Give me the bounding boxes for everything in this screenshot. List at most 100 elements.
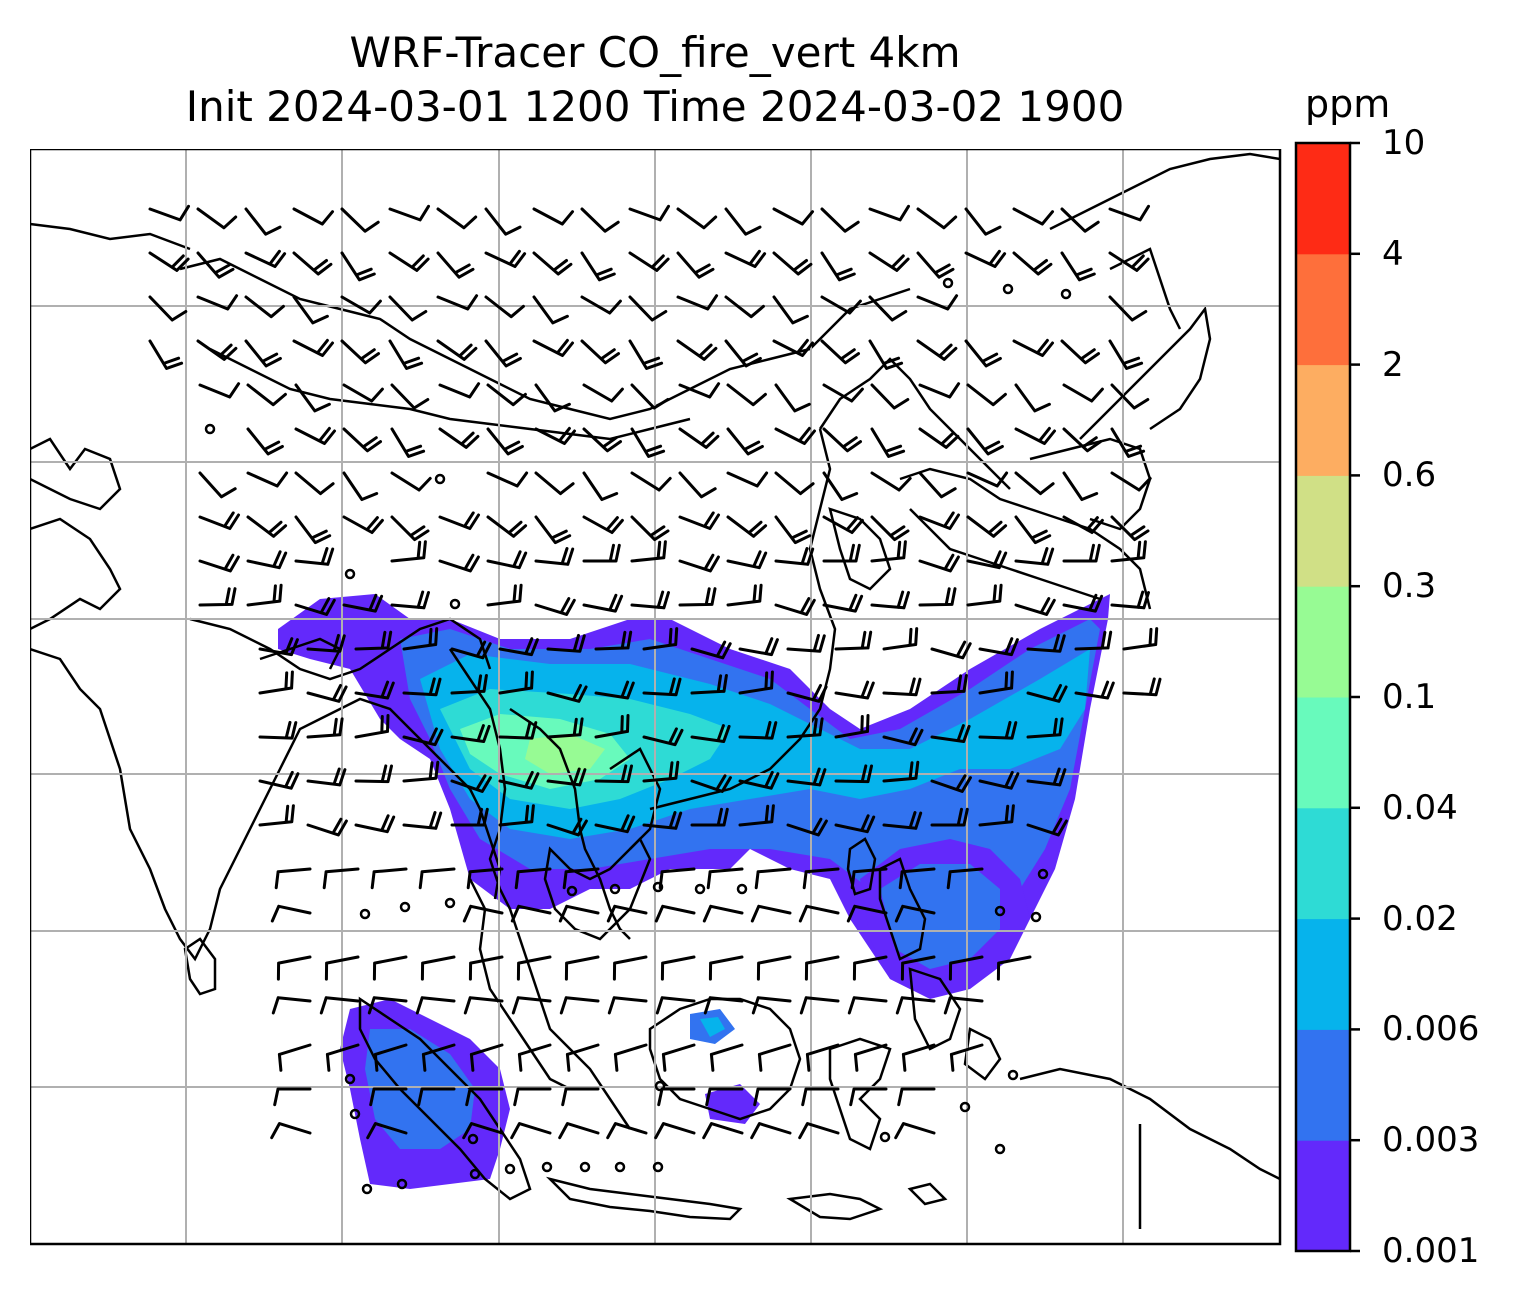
wind-barb <box>943 996 984 1015</box>
wind-barb <box>580 207 620 233</box>
wind-barb <box>450 807 489 827</box>
wind-barb <box>676 294 719 311</box>
wind-barb <box>1014 383 1051 413</box>
wind-barb <box>930 807 969 827</box>
wind-barb <box>894 1122 936 1140</box>
wind-barb <box>246 583 283 607</box>
wind-barb <box>148 339 184 370</box>
wind-barb <box>774 597 816 616</box>
wind-barb <box>661 1043 696 1072</box>
wind-barb <box>690 674 728 695</box>
wind-barb <box>724 207 762 236</box>
wind-barb <box>438 553 480 573</box>
wind-barb <box>964 249 1007 268</box>
wind-barb <box>534 515 572 545</box>
wind-barb <box>244 295 285 319</box>
wind-barb <box>292 251 333 276</box>
wind-barb <box>822 427 862 453</box>
wind-barb <box>342 471 379 501</box>
wind-barb <box>340 251 376 282</box>
wind-barb <box>630 590 670 610</box>
wind-barb <box>342 383 384 403</box>
wind-barb <box>1014 597 1056 616</box>
wind-barb <box>436 294 479 311</box>
calm-wind-marker <box>694 883 706 895</box>
wind-barb <box>246 550 288 570</box>
wind-barb <box>582 593 624 613</box>
wind-barb <box>546 633 586 653</box>
map-title-line1: WRF-Tracer CO_fire_vert 4km <box>349 28 961 77</box>
wind-barb <box>258 637 299 657</box>
wind-barb <box>1108 339 1144 370</box>
wind-barb <box>853 1043 888 1072</box>
wind-barb <box>294 597 336 616</box>
wind-barb <box>402 727 444 747</box>
wind-barb <box>786 717 824 739</box>
plume-lvl0 <box>705 1084 760 1124</box>
wind-barb <box>1060 251 1096 282</box>
wind-barb <box>642 760 680 783</box>
colorbar-segment <box>1296 807 1350 920</box>
wind-barb <box>246 427 284 456</box>
wind-barb <box>1062 471 1099 501</box>
wind-barb <box>846 904 888 923</box>
wind-barb <box>1026 633 1066 653</box>
calm-wind-marker <box>444 897 456 909</box>
wind-barb <box>918 471 957 499</box>
wind-barb <box>868 204 910 222</box>
wind-barb <box>273 1087 312 1107</box>
wind-barb <box>306 633 346 653</box>
wind-barb <box>294 547 335 566</box>
wind-barb <box>513 1087 552 1107</box>
wind-barb <box>366 1122 408 1140</box>
wind-barb <box>774 426 816 445</box>
wind-barb <box>802 867 840 890</box>
wind-barb <box>564 955 600 981</box>
wind-barb <box>702 904 744 923</box>
wind-barb <box>562 867 600 890</box>
wind-barb <box>801 1087 840 1107</box>
calm-wind-marker <box>434 473 446 485</box>
wind-barb <box>978 670 1014 695</box>
colorbar-tick-label: 0.001 <box>1382 1231 1480 1271</box>
wind-barb <box>724 295 765 319</box>
wind-barb <box>370 867 408 890</box>
wind-barb <box>996 955 1032 981</box>
wind-barb <box>966 427 1004 456</box>
wind-barb <box>1110 540 1147 563</box>
wind-barb <box>325 1043 360 1072</box>
wind-barb <box>948 955 984 981</box>
wind-barb <box>373 1043 408 1072</box>
wind-barb <box>630 515 670 542</box>
wind-barb <box>657 1087 696 1107</box>
wind-barb <box>964 339 1002 368</box>
wind-barb <box>388 295 428 322</box>
wind-barb <box>1108 204 1150 222</box>
wind-barb <box>468 955 504 981</box>
wind-barb <box>612 955 648 981</box>
wind-barb <box>751 996 792 1015</box>
wind-barb <box>1014 515 1052 545</box>
wind-barb <box>850 867 888 890</box>
wind-barb <box>486 383 527 407</box>
colorbar-tick-label: 2 <box>1382 344 1404 385</box>
calm-wind-marker <box>344 1073 356 1085</box>
wind-barb <box>354 630 393 651</box>
wind-barb <box>340 339 380 365</box>
wind-barb <box>703 996 744 1015</box>
wind-barb <box>822 383 864 403</box>
wind-barb <box>916 251 955 279</box>
wind-barb <box>438 511 480 530</box>
plume-lvl1 <box>365 1029 475 1149</box>
wind-barb <box>1108 295 1148 322</box>
wind-barb <box>354 814 396 834</box>
wind-barb <box>532 338 574 357</box>
wind-barb <box>498 720 538 740</box>
wind-barb <box>606 904 648 923</box>
wind-barb <box>894 904 936 923</box>
wind-barb <box>772 295 809 325</box>
wind-barb <box>324 955 360 981</box>
wind-barb <box>580 251 616 282</box>
colorbar-unit-label: ppm <box>1305 82 1391 126</box>
wind-barb <box>196 294 239 311</box>
